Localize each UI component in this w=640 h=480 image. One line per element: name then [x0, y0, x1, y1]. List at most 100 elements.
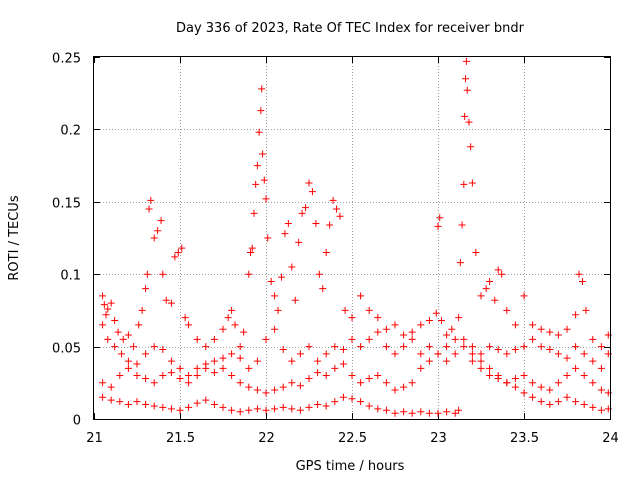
data-point: [253, 357, 261, 365]
data-point: [322, 402, 330, 410]
data-point: [408, 409, 416, 417]
data-point: [391, 350, 399, 358]
data-point: [142, 350, 150, 358]
data-point: [102, 311, 110, 319]
data-point: [348, 372, 356, 380]
data-point: [107, 396, 115, 404]
data-point: [458, 221, 466, 229]
data-point: [448, 325, 456, 333]
data-point: [236, 408, 244, 416]
data-point: [563, 393, 571, 401]
data-point: [264, 234, 272, 242]
data-point: [202, 396, 210, 404]
data-point: [178, 244, 186, 252]
data-point: [554, 350, 562, 358]
data-point: [298, 209, 306, 217]
data-point: [563, 354, 571, 362]
data-point: [154, 227, 162, 235]
data-point: [589, 335, 597, 343]
data-point: [142, 401, 150, 409]
chart-title: Day 336 of 2023, Rate Of TEC Index for r…: [176, 21, 525, 36]
data-point: [271, 292, 279, 300]
data-point: [331, 343, 339, 351]
data-point: [322, 372, 330, 380]
data-point: [451, 335, 459, 343]
data-point: [511, 383, 519, 391]
data-point: [434, 409, 442, 417]
x-tick-label: 24: [602, 431, 619, 446]
data-point: [417, 321, 425, 329]
data-point: [494, 374, 502, 382]
data-point: [167, 299, 175, 307]
data-point: [228, 350, 236, 358]
data-point: [107, 383, 115, 391]
data-point: [202, 343, 210, 351]
data-point: [477, 364, 485, 372]
data-point: [374, 314, 382, 322]
data-point: [460, 343, 468, 351]
data-point: [281, 230, 289, 238]
data-point: [537, 343, 545, 351]
data-point: [142, 374, 150, 382]
data-point: [417, 408, 425, 416]
data-point: [443, 357, 451, 365]
data-point: [546, 401, 554, 409]
data-point: [589, 357, 597, 365]
data-point: [279, 383, 287, 391]
data-point: [219, 364, 227, 372]
data-point: [133, 398, 141, 406]
data-point: [417, 364, 425, 372]
data-point: [486, 277, 494, 285]
data-point: [572, 364, 580, 372]
data-point: [546, 386, 554, 394]
data-point: [116, 398, 124, 406]
data-point: [408, 328, 416, 336]
data-point: [240, 328, 248, 336]
data-point: [597, 364, 605, 372]
data-point: [245, 364, 253, 372]
data-point: [331, 364, 339, 372]
data-point: [288, 379, 296, 387]
data-point: [455, 314, 463, 322]
data-point: [262, 406, 270, 414]
data-point: [339, 393, 347, 401]
data-point: [537, 383, 545, 391]
data-point: [331, 398, 339, 406]
data-point: [348, 314, 356, 322]
y-tick-label: 0.25: [52, 52, 81, 67]
data-point: [382, 343, 390, 351]
data-point: [314, 357, 322, 365]
data-point: [425, 343, 433, 351]
data-point: [124, 357, 132, 365]
data-point: [267, 277, 275, 285]
data-point: [434, 350, 442, 358]
data-point: [271, 325, 279, 333]
data-point: [336, 212, 344, 220]
data-point: [572, 343, 580, 351]
x-tick-label: 21: [86, 431, 103, 446]
data-point: [305, 343, 313, 351]
data-point: [477, 292, 485, 300]
data-point: [143, 270, 151, 278]
data-point: [133, 372, 141, 380]
data-point: [296, 382, 304, 390]
data-point: [443, 331, 451, 339]
data-point: [279, 403, 287, 411]
data-point: [546, 328, 554, 336]
y-tick-label: 0.2: [60, 124, 81, 139]
data-point: [425, 317, 433, 325]
data-point: [159, 345, 167, 353]
data-point: [468, 179, 476, 187]
data-point: [391, 409, 399, 417]
data-point: [288, 357, 296, 365]
data-point: [302, 204, 310, 212]
data-point: [257, 107, 265, 115]
data-point: [250, 209, 258, 217]
data-point: [185, 403, 193, 411]
data-point: [260, 176, 268, 184]
data-point: [520, 292, 528, 300]
data-point: [408, 335, 416, 343]
data-point: [124, 331, 132, 339]
data-point: [451, 409, 459, 417]
data-point: [150, 379, 158, 387]
